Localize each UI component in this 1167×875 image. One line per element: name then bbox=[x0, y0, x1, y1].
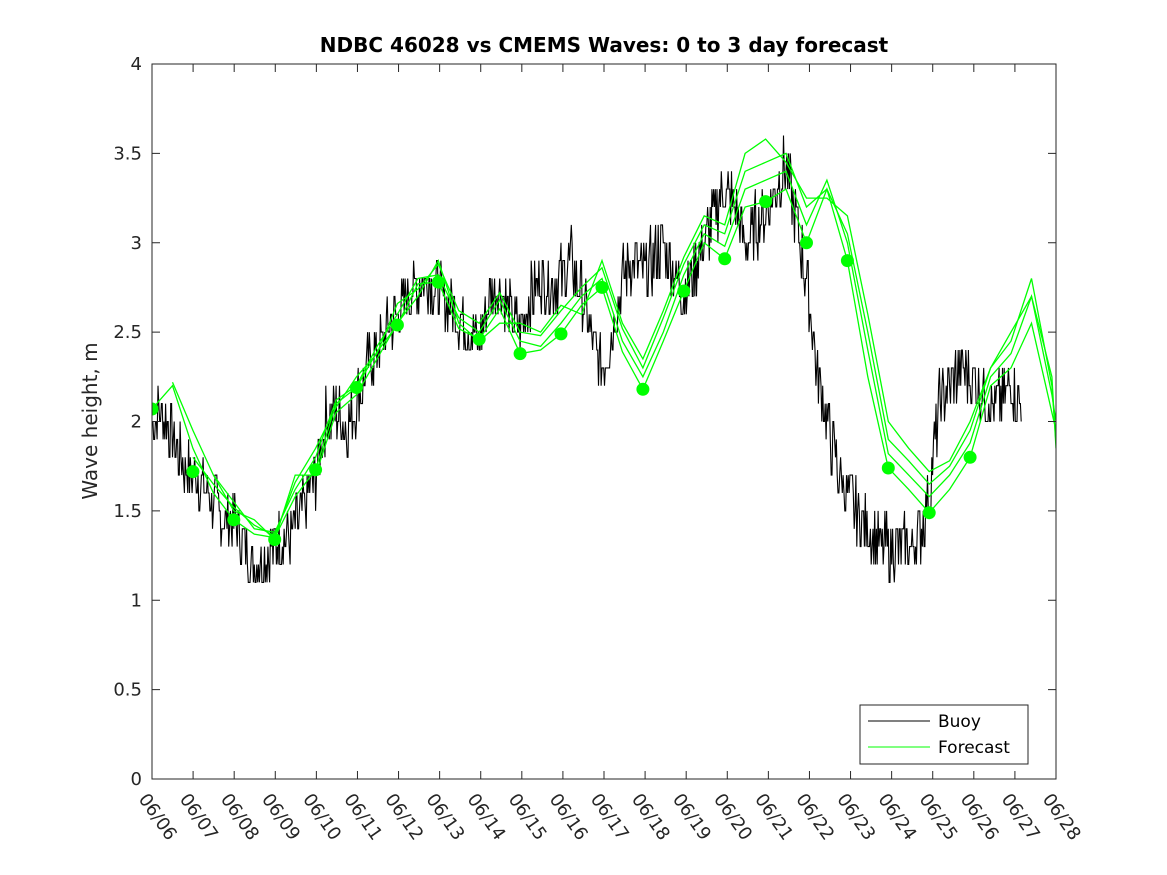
y-tick-label: 2.5 bbox=[113, 322, 142, 343]
forecast-marker bbox=[922, 506, 936, 520]
y-tick-label: 3 bbox=[131, 233, 142, 254]
legend-label-buoy: Buoy bbox=[938, 712, 981, 732]
forecast-marker bbox=[800, 236, 813, 250]
legend-box bbox=[859, 704, 1029, 765]
series-line-forecast-run-2 bbox=[171, 170, 1056, 534]
forecast-marker bbox=[152, 402, 159, 416]
y-axis-label: Wave height, m bbox=[78, 342, 102, 499]
forecast-marker bbox=[718, 252, 732, 266]
forecast-marker bbox=[309, 463, 323, 477]
legend: Buoy Forecast bbox=[859, 704, 1029, 765]
y-tick-label: 2 bbox=[131, 412, 142, 433]
chart-title: NDBC 46028 vs CMEMS Waves: 0 to 3 day fo… bbox=[320, 33, 889, 57]
forecast-marker bbox=[513, 347, 527, 361]
y-tick-label: 1.5 bbox=[113, 501, 142, 522]
forecast-marker bbox=[595, 280, 609, 294]
y-tick-label: 0.5 bbox=[113, 680, 142, 701]
forecast-marker bbox=[472, 332, 486, 346]
series-line-forecast-run-3 bbox=[192, 152, 1056, 537]
forecast-marker bbox=[431, 275, 445, 289]
y-tick-label: 4 bbox=[131, 54, 142, 75]
forecast-marker bbox=[186, 465, 200, 479]
forecast-marker bbox=[636, 382, 650, 396]
y-tick-label: 0 bbox=[131, 769, 142, 790]
forecast-marker bbox=[390, 318, 404, 332]
forecast-marker bbox=[881, 461, 895, 475]
series-line-buoy bbox=[152, 135, 1022, 583]
y-tick-label: 1 bbox=[131, 590, 142, 611]
series-line-forecast-run-1 bbox=[152, 187, 1056, 539]
forecast-marker bbox=[350, 381, 363, 394]
forecast-marker bbox=[840, 254, 854, 268]
legend-label-forecast: Forecast bbox=[938, 738, 1010, 758]
forecast-marker bbox=[227, 513, 241, 527]
forecast-marker bbox=[554, 327, 568, 341]
series-line-forecast-run-4 bbox=[212, 138, 1056, 541]
forecast-marker bbox=[268, 533, 282, 546]
forecast-marker bbox=[677, 284, 691, 298]
forecast-marker bbox=[759, 195, 773, 209]
plot-area bbox=[152, 135, 1056, 583]
forecast-marker bbox=[963, 450, 977, 464]
y-tick-label: 3.5 bbox=[113, 143, 142, 164]
